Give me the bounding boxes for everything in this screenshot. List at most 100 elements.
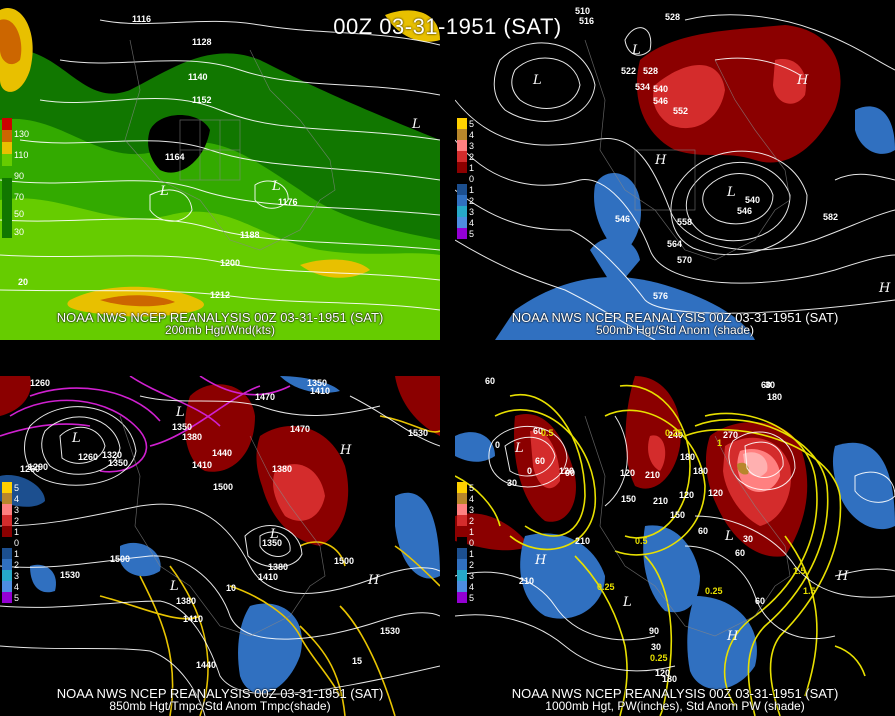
svg-text:1440: 1440 — [196, 660, 216, 670]
svg-text:1350: 1350 — [262, 538, 282, 548]
svg-text:210: 210 — [645, 470, 660, 480]
svg-text:H: H — [878, 281, 891, 296]
svg-text:L: L — [269, 527, 279, 542]
svg-text:510: 510 — [575, 6, 590, 16]
svg-text:546: 546 — [615, 214, 630, 224]
svg-text:90: 90 — [649, 626, 659, 636]
svg-text:546: 546 — [737, 206, 752, 216]
svg-text:180: 180 — [662, 674, 677, 684]
svg-text:1410: 1410 — [258, 572, 278, 582]
svg-text:15: 15 — [352, 656, 362, 666]
svg-text:0.25: 0.25 — [597, 582, 615, 592]
panel-credit: NOAA NWS NCEP REANALYSIS 00Z 03-31-1951 … — [511, 686, 839, 701]
svg-text:180: 180 — [767, 392, 782, 402]
svg-text:1260: 1260 — [20, 464, 40, 474]
svg-text:30: 30 — [507, 478, 517, 488]
map-500mb: 510 516 522 528 534 540 546 552 528 558 … — [455, 0, 895, 340]
panel-850mb: 1260 1320 1350 1410 1260 1260 1290 1320 … — [0, 376, 440, 716]
svg-text:60: 60 — [485, 376, 495, 386]
svg-text:60: 60 — [698, 526, 708, 536]
svg-text:1: 1 — [717, 438, 722, 448]
svg-text:1410: 1410 — [192, 460, 212, 470]
svg-text:582: 582 — [823, 212, 838, 222]
svg-text:180: 180 — [680, 452, 695, 462]
svg-text:1530: 1530 — [408, 428, 428, 438]
svg-text:H: H — [796, 73, 809, 88]
svg-text:L: L — [726, 185, 736, 200]
svg-text:L: L — [271, 179, 281, 194]
svg-text:H: H — [726, 629, 739, 644]
svg-text:1.5: 1.5 — [793, 566, 806, 576]
svg-text:1320: 1320 — [102, 450, 122, 460]
map-200mb: 1116 1128 1140 1152 1164 1176 1188 1200 … — [0, 0, 440, 340]
panel-500mb: 510 516 522 528 534 540 546 552 528 558 … — [455, 0, 895, 340]
svg-text:30: 30 — [765, 380, 775, 390]
svg-text:1440: 1440 — [212, 448, 232, 458]
svg-text:1470: 1470 — [255, 392, 275, 402]
panel-200mb: 1116 1128 1140 1152 1164 1176 1188 1200 … — [0, 0, 440, 340]
svg-text:150: 150 — [621, 494, 636, 504]
svg-text:1152: 1152 — [192, 95, 212, 105]
svg-text:1530: 1530 — [60, 570, 80, 580]
svg-text:1200: 1200 — [220, 258, 240, 268]
svg-text:1128: 1128 — [192, 37, 212, 47]
svg-text:1410: 1410 — [183, 614, 203, 624]
svg-text:60: 60 — [761, 380, 771, 390]
panel-credit: NOAA NWS NCEP REANALYSIS 00Z 03-31-1951 … — [56, 686, 384, 701]
svg-text:1500: 1500 — [213, 482, 233, 492]
svg-text:1188: 1188 — [240, 230, 260, 240]
svg-text:1530: 1530 — [380, 626, 400, 636]
svg-text:1380: 1380 — [176, 596, 196, 606]
svg-text:522: 522 — [621, 66, 636, 76]
svg-text:1500: 1500 — [110, 554, 130, 564]
svg-text:L: L — [71, 431, 81, 446]
svg-text:1380: 1380 — [182, 432, 202, 442]
svg-text:10: 10 — [226, 583, 236, 593]
svg-text:0.5: 0.5 — [635, 536, 648, 546]
svg-text:120: 120 — [559, 466, 574, 476]
svg-text:120: 120 — [708, 488, 723, 498]
svg-text:1350: 1350 — [307, 378, 327, 388]
panel-caption: 200mb Hgt/Wnd(kts) — [164, 323, 276, 337]
svg-text:210: 210 — [519, 576, 534, 586]
colorbar-500mb: 5 4 3 2 1 0 1 2 3 4 5 — [457, 118, 474, 239]
svg-text:L: L — [411, 117, 421, 132]
svg-text:H: H — [654, 153, 667, 168]
svg-text:1140: 1140 — [188, 72, 208, 82]
panel-caption: 500mb Hgt/Std Anom (shade) — [595, 323, 755, 337]
svg-text:150: 150 — [670, 510, 685, 520]
svg-text:240: 240 — [668, 430, 683, 440]
svg-text:120: 120 — [679, 490, 694, 500]
svg-text:L: L — [159, 184, 169, 199]
svg-text:60: 60 — [535, 456, 545, 466]
svg-text:60: 60 — [533, 426, 543, 436]
panel-1000mb: 60 60 60 0 30 0 90 120 120 210 240 270 6… — [455, 376, 895, 716]
colorbar-1000mb: 5 4 3 2 1 0 1 2 3 4 5 — [457, 482, 474, 603]
svg-text:120: 120 — [620, 468, 635, 478]
svg-text:H: H — [339, 443, 352, 458]
svg-text:L: L — [622, 595, 632, 610]
svg-text:L: L — [631, 43, 641, 58]
svg-text:1470: 1470 — [290, 424, 310, 434]
svg-text:1212: 1212 — [210, 290, 230, 300]
svg-text:H: H — [836, 569, 849, 584]
svg-text:570: 570 — [677, 255, 692, 265]
svg-text:540: 540 — [745, 195, 760, 205]
svg-text:1260: 1260 — [30, 378, 50, 388]
svg-text:540: 540 — [653, 84, 668, 94]
svg-text:30: 30 — [651, 642, 661, 652]
svg-text:1176: 1176 — [278, 197, 298, 207]
panel-credit: NOAA NWS NCEP REANALYSIS 00Z 03-31-1951 … — [511, 310, 839, 325]
svg-text:1.5: 1.5 — [803, 586, 816, 596]
svg-text:534: 534 — [635, 82, 650, 92]
svg-text:576: 576 — [653, 291, 668, 301]
svg-text:528: 528 — [665, 12, 680, 22]
svg-text:558: 558 — [677, 217, 692, 227]
svg-text:120: 120 — [655, 668, 670, 678]
svg-text:0.25: 0.25 — [650, 653, 668, 663]
svg-text:L: L — [514, 441, 524, 456]
svg-text:0.25: 0.25 — [665, 428, 683, 438]
svg-text:528: 528 — [643, 66, 658, 76]
svg-text:H: H — [367, 573, 380, 588]
main-title: 00Z 03-31-1951 (SAT) — [333, 14, 562, 39]
